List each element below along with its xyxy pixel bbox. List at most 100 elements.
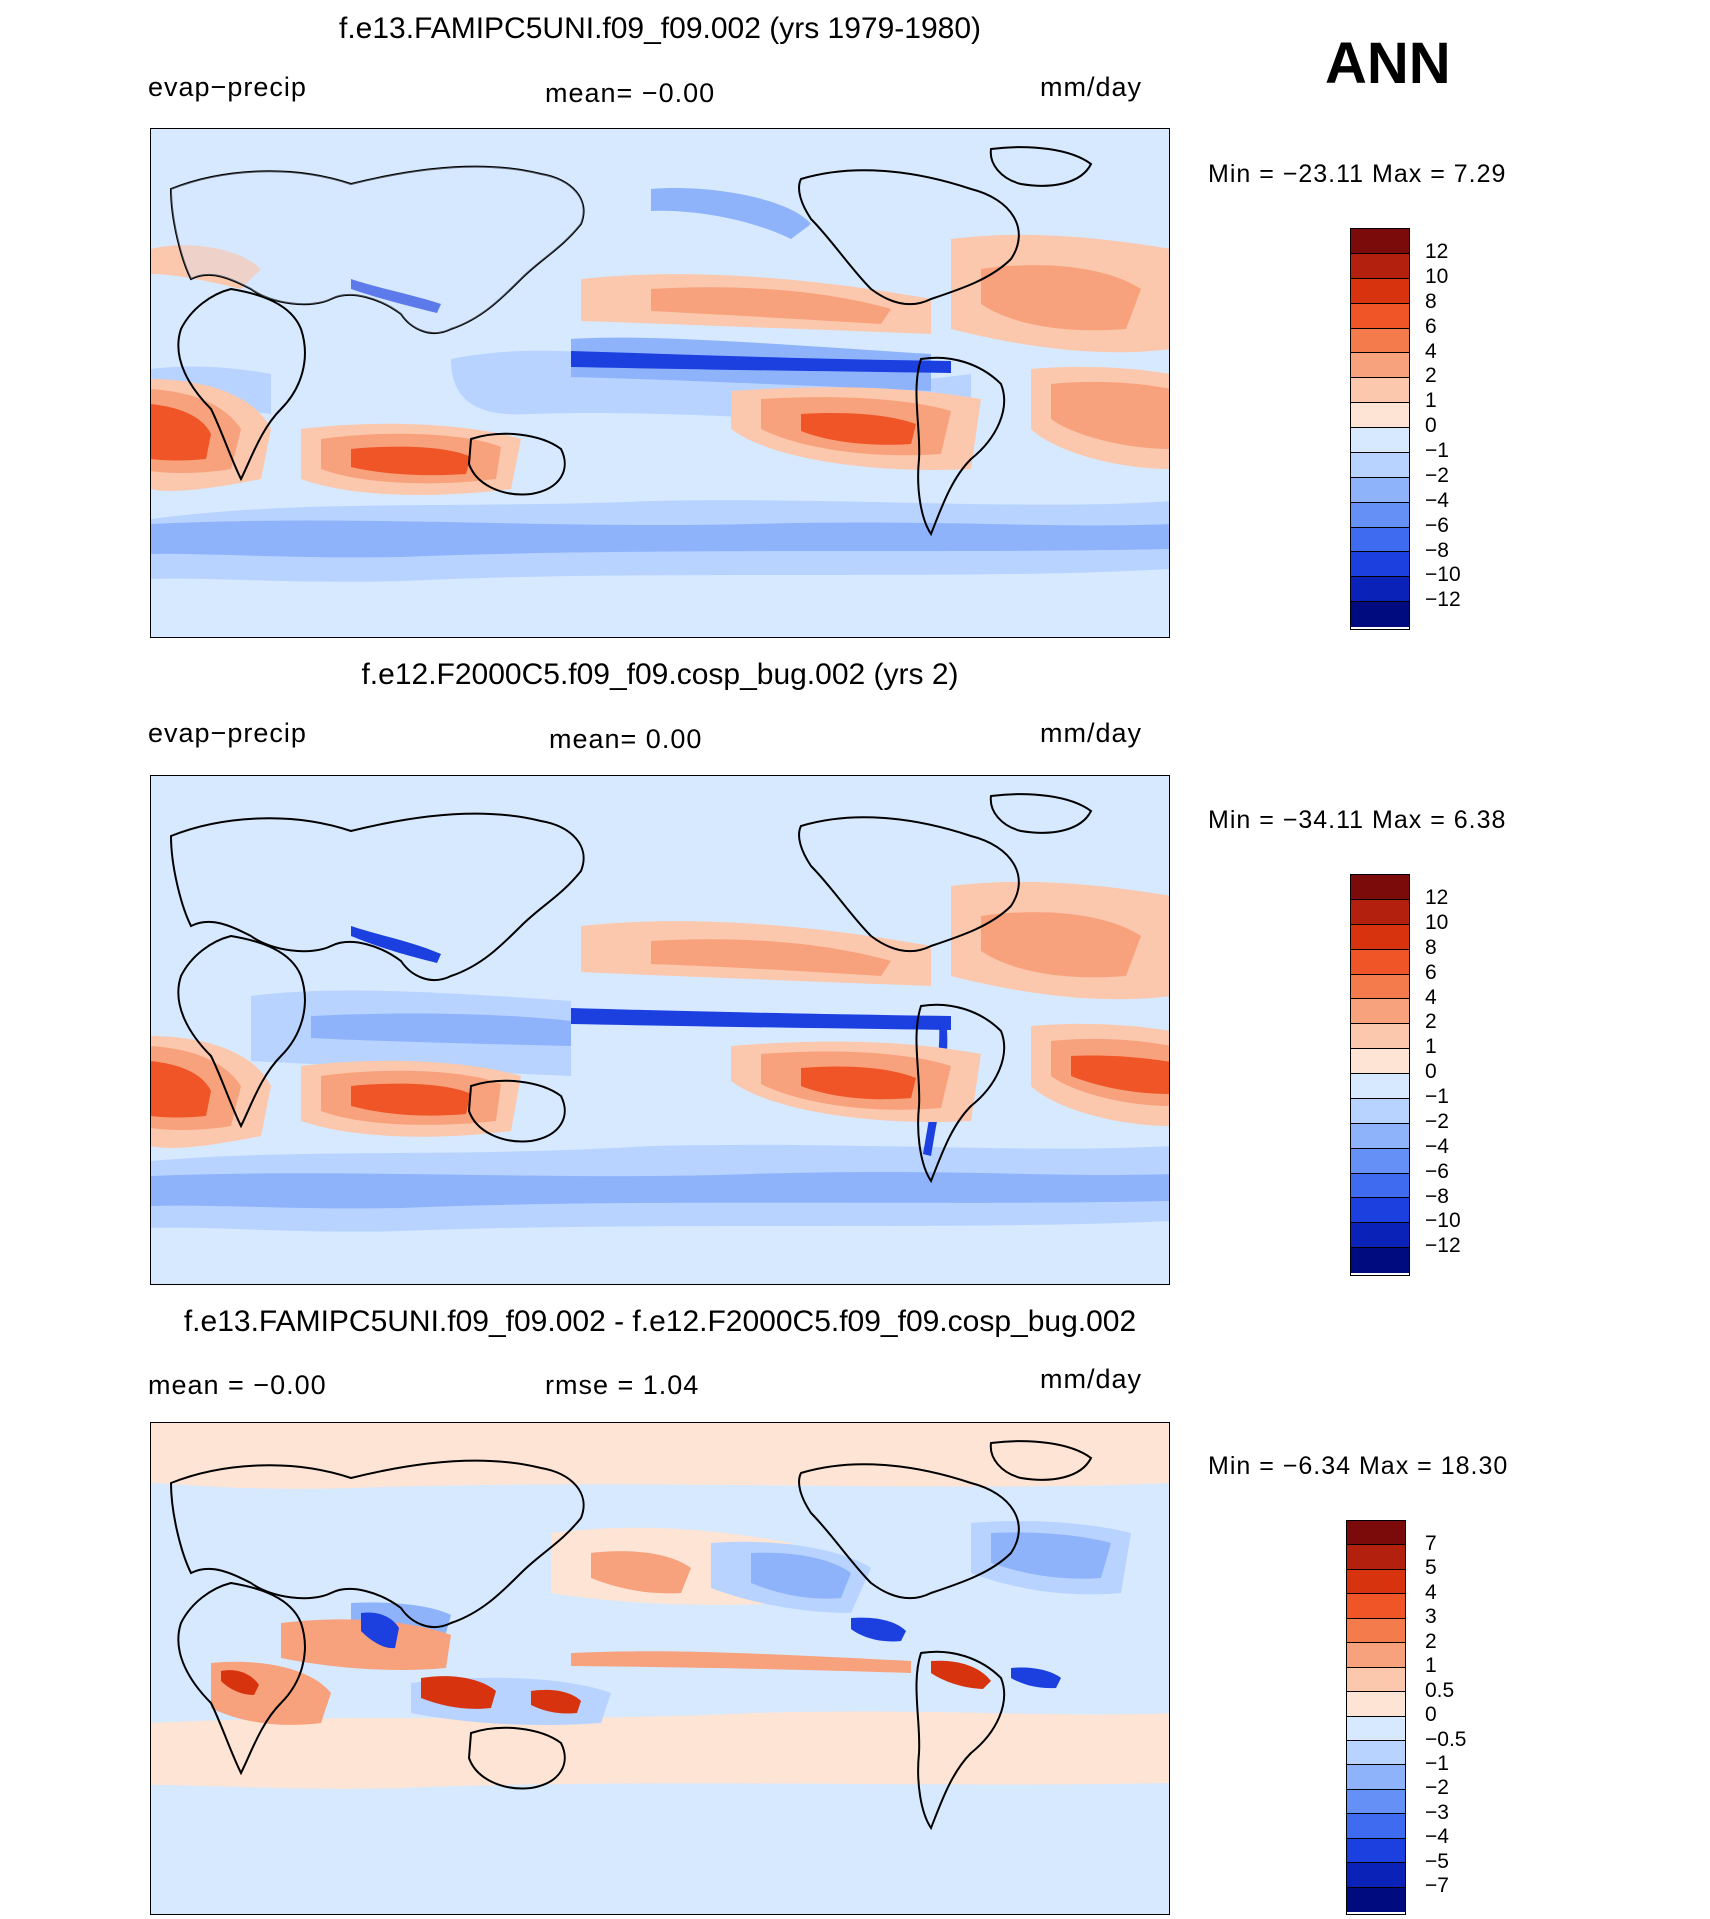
colorbar-tick-label: 10 xyxy=(1425,910,1449,934)
colorbar-box xyxy=(1347,1765,1405,1790)
panel-1-field-darkred xyxy=(151,404,916,476)
colorbar-box xyxy=(1351,428,1409,453)
colorbar-box xyxy=(1351,999,1409,1025)
colorbar-tick-label: 5 xyxy=(1425,1556,1437,1580)
colorbar-box xyxy=(1347,1643,1405,1668)
panel-3-coastlines xyxy=(169,1440,1093,1831)
colorbar-tick-label: 4 xyxy=(1425,1580,1437,1604)
panel-3-colorbar-ticks: 7 5 4 3 2 1 0.5 0 −0.5 −1 −2 −3 −4 −5 −7 xyxy=(1425,1532,1466,1899)
colorbar-box xyxy=(1347,1863,1405,1888)
colorbar-box xyxy=(1347,1545,1405,1570)
colorbar-box xyxy=(1351,378,1409,404)
panel-1-units-label: mm/day xyxy=(1040,72,1143,102)
panel-3-field-deepblue xyxy=(361,1612,1061,1689)
colorbar-tick-label: 3 xyxy=(1425,1605,1437,1629)
colorbar-tick-label: −1 xyxy=(1425,439,1449,462)
colorbar-tick-label: −6 xyxy=(1425,1159,1449,1183)
colorbar-box xyxy=(1351,477,1409,503)
colorbar-tick-label: 6 xyxy=(1425,960,1437,984)
colorbar-box xyxy=(1351,1148,1409,1174)
colorbar-box xyxy=(1351,924,1409,950)
colorbar-tick-label: −2 xyxy=(1425,463,1449,487)
colorbar-tick-label: 8 xyxy=(1425,935,1437,959)
panel-2-map xyxy=(150,775,1170,1285)
colorbar-box xyxy=(1351,577,1409,603)
colorbar-tick-label: 12 xyxy=(1425,240,1449,263)
panel-2-colorbar xyxy=(1350,874,1410,1276)
colorbar-box xyxy=(1351,229,1409,254)
panel-2-units-label: mm/day xyxy=(1040,718,1143,748)
colorbar-tick-label: −8 xyxy=(1425,538,1449,562)
panel-2-field-darkred xyxy=(151,1055,1169,1118)
colorbar-tick-label: −1 xyxy=(1425,1085,1449,1108)
panel-3-field-darkred xyxy=(221,1660,991,1714)
colorbar-tick-label: 0 xyxy=(1425,1060,1437,1084)
panel-3-mean-label: mean = −0.00 xyxy=(148,1370,327,1400)
colorbar-tick-label: −5 xyxy=(1425,1849,1449,1873)
panel-3-rmse-label: rmse = 1.04 xyxy=(545,1370,700,1400)
panel-1-map xyxy=(150,128,1170,638)
colorbar-box xyxy=(1347,1838,1405,1864)
colorbar-box xyxy=(1351,527,1409,553)
panel-2-colorbar-ticks: 12 10 8 6 4 2 1 0 −1 −2 −4 −6 −8 −10 −12 xyxy=(1425,886,1461,1259)
panel-1-colorbar-ticks: 12 10 8 6 4 2 1 0 −1 −2 −4 −6 −8 −10 −12 xyxy=(1425,240,1461,613)
panel-1-coastlines xyxy=(169,146,1093,537)
colorbar-tick-label: −4 xyxy=(1425,1134,1449,1158)
colorbar-box xyxy=(1347,1569,1405,1595)
colorbar-box xyxy=(1347,1814,1405,1839)
colorbar-box xyxy=(1351,502,1409,528)
colorbar-tick-label: 0 xyxy=(1425,414,1437,438)
panel-2-min-max: Min = −34.11 Max = 6.38 xyxy=(1208,806,1507,834)
colorbar-tick-label: −8 xyxy=(1425,1184,1449,1208)
panel-2-coastlines xyxy=(169,793,1093,1184)
colorbar-box xyxy=(1347,1594,1405,1619)
colorbar-tick-label: −2 xyxy=(1425,1776,1449,1800)
colorbar-box xyxy=(1351,552,1409,578)
colorbar-box xyxy=(1351,899,1409,925)
colorbar-box xyxy=(1351,974,1409,1000)
colorbar-tick-label: 2 xyxy=(1425,364,1437,388)
colorbar-tick-label: −7 xyxy=(1425,1874,1449,1898)
colorbar-box xyxy=(1351,303,1409,329)
colorbar-tick-label: −2 xyxy=(1425,1109,1449,1133)
colorbar-tick-label: 1 xyxy=(1425,389,1437,413)
colorbar-tick-label: −12 xyxy=(1425,588,1461,612)
panel-1-title: f.e13.FAMIPC5UNI.f09_f09.002 (yrs 1979-1… xyxy=(338,12,981,45)
colorbar-tick-label: −4 xyxy=(1425,1825,1449,1849)
colorbar-box xyxy=(1351,602,1409,627)
colorbar-box xyxy=(1351,1173,1409,1199)
colorbar-box xyxy=(1351,1248,1409,1273)
colorbar-tick-label: 10 xyxy=(1425,264,1449,288)
panel-2-field-midblue xyxy=(151,1013,1169,1209)
colorbar-tick-label: 12 xyxy=(1425,886,1449,909)
colorbar-tick-label: 0 xyxy=(1425,1703,1437,1727)
colorbar-box xyxy=(1351,949,1409,975)
colorbar-box xyxy=(1351,1198,1409,1224)
panel-1-field-deepblue xyxy=(351,279,951,373)
colorbar-tick-label: −10 xyxy=(1425,563,1461,587)
colorbar-box xyxy=(1347,1740,1405,1766)
colorbar-box xyxy=(1347,1789,1405,1815)
colorbar-box xyxy=(1351,253,1409,279)
season-label: ANN xyxy=(1325,31,1451,96)
colorbar-box xyxy=(1347,1521,1405,1546)
colorbar-box xyxy=(1351,452,1409,478)
colorbar-box xyxy=(1351,353,1409,379)
panel-1-min-max: Min = −23.11 Max = 7.29 xyxy=(1208,160,1507,188)
panel-2-title: f.e12.F2000C5.f09_f09.cosp_bug.002 (yrs … xyxy=(361,658,959,691)
colorbar-box xyxy=(1351,403,1409,428)
panel-3-field-lightred xyxy=(151,1423,1169,1789)
panel-1-colorbar xyxy=(1350,228,1410,630)
colorbar-box xyxy=(1351,278,1409,304)
colorbar-tick-label: 2 xyxy=(1425,1010,1437,1034)
colorbar-tick-label: −1 xyxy=(1425,1751,1449,1775)
colorbar-tick-label: 4 xyxy=(1425,339,1437,363)
colorbar-box xyxy=(1351,1098,1409,1124)
panel-3-colorbar xyxy=(1346,1520,1406,1915)
panel-3-map xyxy=(150,1422,1170,1915)
colorbar-box xyxy=(1347,1667,1405,1693)
panel-2-variable-label: evap−precip xyxy=(148,718,307,748)
colorbar-box xyxy=(1347,1716,1405,1741)
colorbar-tick-label: −4 xyxy=(1425,488,1449,512)
colorbar-tick-label: 0.5 xyxy=(1425,1678,1455,1702)
